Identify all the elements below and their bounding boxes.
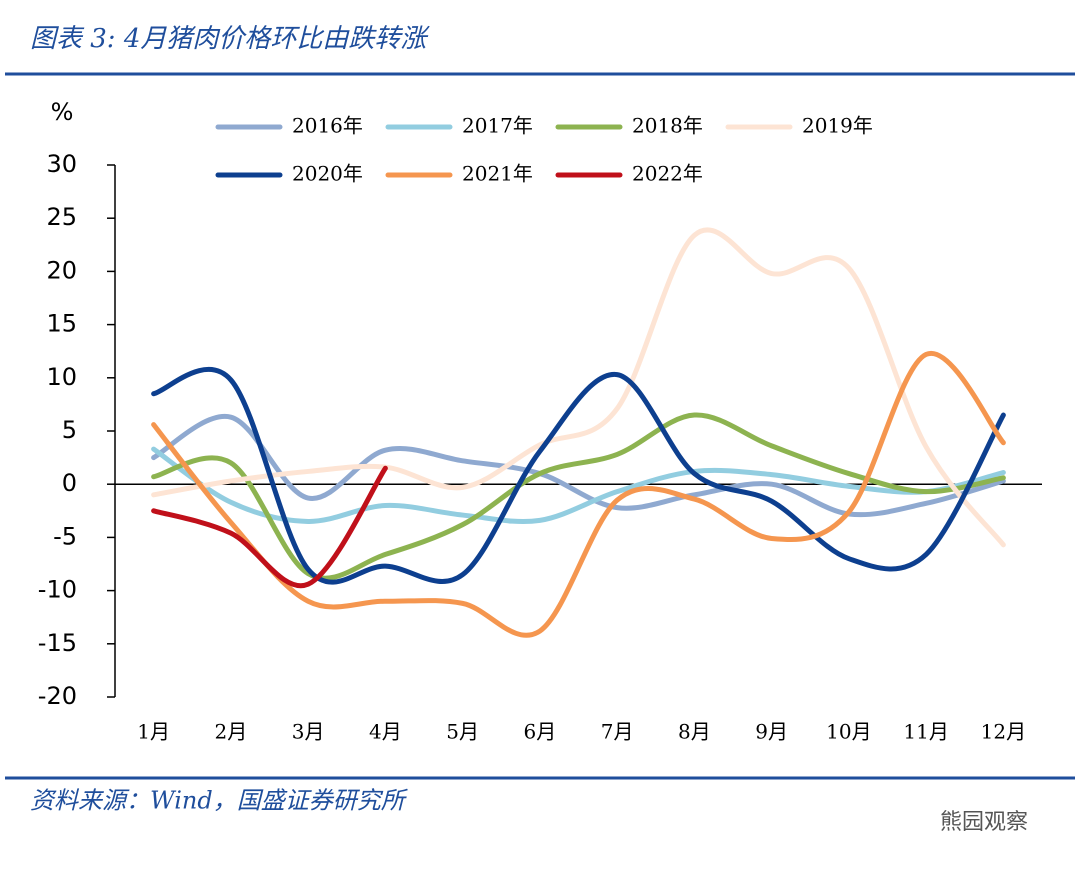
series-line	[151, 465, 388, 589]
y-tick-label: -10	[38, 576, 77, 604]
legend-label: 2016年	[292, 114, 363, 138]
legend-label: 2019年	[802, 114, 873, 138]
x-tick-label: 6月	[524, 720, 557, 744]
y-tick-label: 5	[62, 416, 77, 444]
x-tick-label: 4月	[369, 720, 402, 744]
x-tick-label: 11月	[903, 720, 948, 744]
y-tick-label: -15	[38, 629, 77, 657]
watermark: 熊园观察	[940, 810, 1028, 835]
legend-label: 2021年	[462, 162, 533, 186]
y-tick-label: 15	[46, 310, 77, 338]
series-line	[151, 366, 1006, 585]
source: 资料来源：Wind，国盛证券研究所	[30, 787, 409, 815]
x-tick-label: 8月	[678, 720, 711, 744]
legend-label: 2020年	[292, 162, 363, 186]
y-tick-label: 10	[46, 363, 77, 391]
legend-label: 2017年	[462, 114, 533, 138]
y-tick-label: 30	[46, 150, 77, 178]
y-tick-label: -20	[38, 682, 77, 710]
y-axis-label: %	[51, 98, 74, 126]
x-tick-label: 3月	[292, 720, 325, 744]
x-tick-label: 5月	[446, 720, 479, 744]
series-line	[151, 412, 1006, 581]
series-line	[151, 350, 1006, 638]
x-tick-label: 1月	[137, 720, 170, 744]
legend-label: 2018年	[632, 114, 703, 138]
chart-title: 图表 3: 4月猪肉价格环比由跌转涨	[30, 24, 430, 54]
legend-label: 2022年	[632, 162, 703, 186]
x-tick-label: 2月	[215, 720, 248, 744]
series-line	[151, 227, 1006, 548]
x-tick-label: 9月	[755, 720, 788, 744]
x-tick-label: 12月	[981, 720, 1026, 744]
y-tick-label: 0	[62, 469, 77, 497]
y-tick-label: -5	[53, 522, 77, 550]
y-tick-label: 20	[46, 256, 77, 284]
x-tick-label: 7月	[601, 720, 634, 744]
y-tick-label: 25	[46, 203, 77, 231]
x-tick-label: 10月	[826, 720, 871, 744]
series-line	[151, 446, 1006, 525]
